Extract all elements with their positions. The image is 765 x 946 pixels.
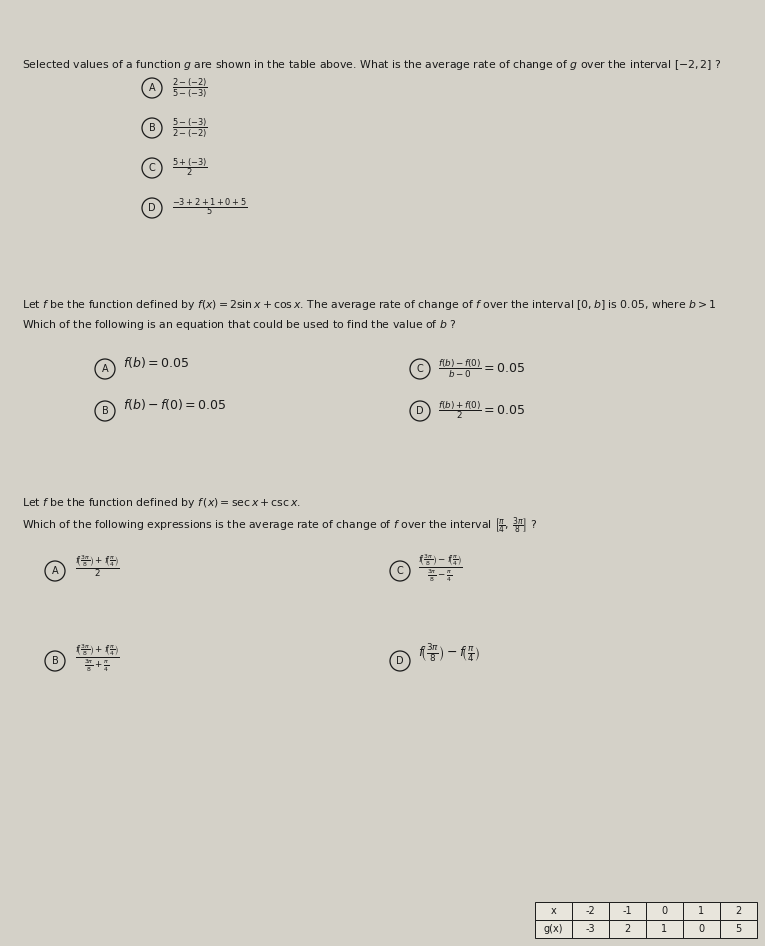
Bar — [683, 920, 720, 938]
Text: C: C — [417, 364, 423, 374]
Text: 2: 2 — [624, 924, 630, 934]
Text: g(x): g(x) — [544, 924, 563, 934]
Text: Let $f$ be the function defined by $f\,(x) = \sec x + \csc x$.: Let $f$ be the function defined by $f\,(… — [22, 496, 301, 510]
Text: $f\!\left(\frac{3\pi}{8}\right)-f\!\left(\frac{\pi}{4}\right)$: $f\!\left(\frac{3\pi}{8}\right)-f\!\left… — [418, 642, 480, 664]
Bar — [572, 920, 609, 938]
Text: $\frac{f(b)-f(0)}{b-0} = 0.05$: $\frac{f(b)-f(0)}{b-0} = 0.05$ — [438, 357, 526, 379]
Text: x: x — [551, 906, 556, 916]
Text: 0: 0 — [698, 924, 705, 934]
Text: -3: -3 — [586, 924, 595, 934]
Bar — [646, 920, 683, 938]
Text: $\frac{-3+2+1+0+5}{5}$: $\frac{-3+2+1+0+5}{5}$ — [172, 196, 247, 218]
Bar — [609, 902, 646, 920]
Text: $\frac{f(b)+f(0)}{2} = 0.05$: $\frac{f(b)+f(0)}{2} = 0.05$ — [438, 399, 526, 421]
Text: B: B — [51, 656, 58, 666]
Bar — [720, 902, 757, 920]
Text: D: D — [416, 406, 424, 416]
Bar — [646, 902, 683, 920]
Text: $\frac{5-(-3)}{2-(-2)}$: $\frac{5-(-3)}{2-(-2)}$ — [172, 116, 208, 140]
Text: 2: 2 — [735, 906, 741, 916]
Bar — [683, 902, 720, 920]
Text: 0: 0 — [662, 906, 668, 916]
Bar — [535, 902, 572, 920]
Text: $f(b) - f(0) = 0.05$: $f(b) - f(0) = 0.05$ — [123, 396, 226, 412]
Text: B: B — [148, 123, 155, 133]
Text: D: D — [148, 203, 156, 213]
Text: A: A — [102, 364, 109, 374]
Text: D: D — [396, 656, 404, 666]
Text: $\frac{5+(-3)}{2}$: $\frac{5+(-3)}{2}$ — [172, 156, 208, 178]
Text: A: A — [148, 83, 155, 93]
Text: -1: -1 — [623, 906, 633, 916]
Text: A: A — [52, 566, 58, 576]
Bar — [572, 902, 609, 920]
Bar — [535, 920, 572, 938]
Text: Let $f$ be the function defined by $f(x) = 2\sin x + \cos x$. The average rate o: Let $f$ be the function defined by $f(x)… — [22, 298, 716, 312]
Text: $\frac{f\!\left(\frac{3\pi}{8}\right)+f\!\left(\frac{\pi}{4}\right)}{2}$: $\frac{f\!\left(\frac{3\pi}{8}\right)+f\… — [75, 553, 120, 579]
Text: C: C — [148, 163, 155, 173]
Text: -2: -2 — [586, 906, 595, 916]
Text: $f(b) = 0.05$: $f(b) = 0.05$ — [123, 355, 189, 370]
Text: C: C — [396, 566, 403, 576]
Text: 1: 1 — [698, 906, 705, 916]
Text: Selected values of a function $g$ are shown in the table above. What is the aver: Selected values of a function $g$ are sh… — [22, 58, 721, 72]
Bar — [720, 920, 757, 938]
Text: $\frac{f\!\left(\frac{3\pi}{8}\right)-f\!\left(\frac{\pi}{4}\right)}{\frac{3\pi}: $\frac{f\!\left(\frac{3\pi}{8}\right)-f\… — [418, 553, 463, 584]
Text: $\frac{2-(-2)}{5-(-3)}$: $\frac{2-(-2)}{5-(-3)}$ — [172, 76, 208, 99]
Text: Which of the following expressions is the average rate of change of $f$ over the: Which of the following expressions is th… — [22, 516, 538, 537]
Text: $\frac{f\!\left(\frac{3\pi}{8}\right)+f\!\left(\frac{\pi}{4}\right)}{\frac{3\pi}: $\frac{f\!\left(\frac{3\pi}{8}\right)+f\… — [75, 643, 120, 674]
Bar — [609, 920, 646, 938]
Text: 1: 1 — [662, 924, 668, 934]
Text: B: B — [102, 406, 109, 416]
Text: Which of the following is an equation that could be used to find the value of $b: Which of the following is an equation th… — [22, 318, 457, 332]
Text: 5: 5 — [735, 924, 741, 934]
